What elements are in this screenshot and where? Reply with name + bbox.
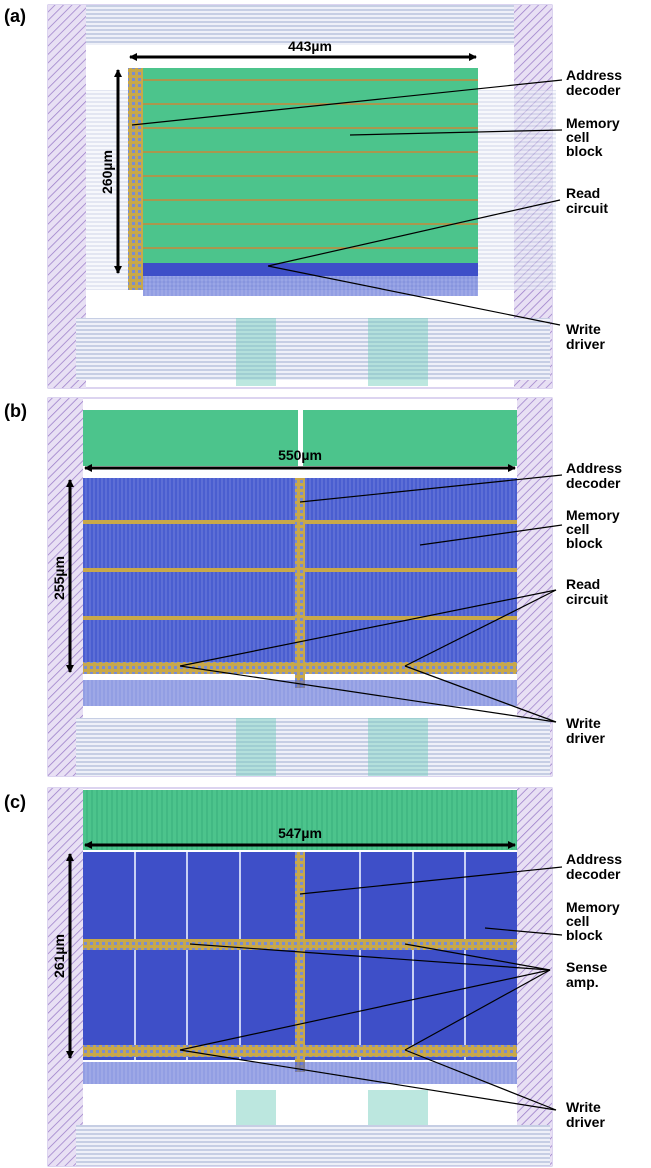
text-line: Write [566,1099,601,1115]
text-line: decoder [566,866,621,882]
panel-label: (b) [4,401,27,421]
text-line: amp. [566,974,599,990]
text-line: driver [566,336,605,352]
text-line: Write [566,715,601,731]
text-line: block [566,535,603,551]
text-line: Write [566,321,601,337]
height-label: 260µm [99,150,115,194]
text-line: decoder [566,475,621,491]
panel-label: (c) [4,792,26,812]
text-line: block [566,927,603,943]
text-line: circuit [566,200,608,216]
text-line: Read [566,576,600,592]
text-line: block [566,143,603,159]
text-line: Address [566,851,622,867]
text-line: decoder [566,82,621,98]
width-label: 547µm [278,825,322,841]
height-label: 255µm [51,556,67,600]
text-line: Address [566,67,622,83]
text-line: Read [566,185,600,201]
text-line: Address [566,460,622,476]
height-label: 261µm [51,934,67,978]
width-label: 550µm [278,447,322,463]
text-line: driver [566,730,605,746]
figure: 443µm 260µm (a) Addressdecoder Memorycel… [0,0,651,1168]
width-label: 443µm [288,38,332,54]
text-line: driver [566,1114,605,1130]
text-line: Sense [566,959,607,975]
text-line: circuit [566,591,608,607]
panel-label: (a) [4,6,26,26]
